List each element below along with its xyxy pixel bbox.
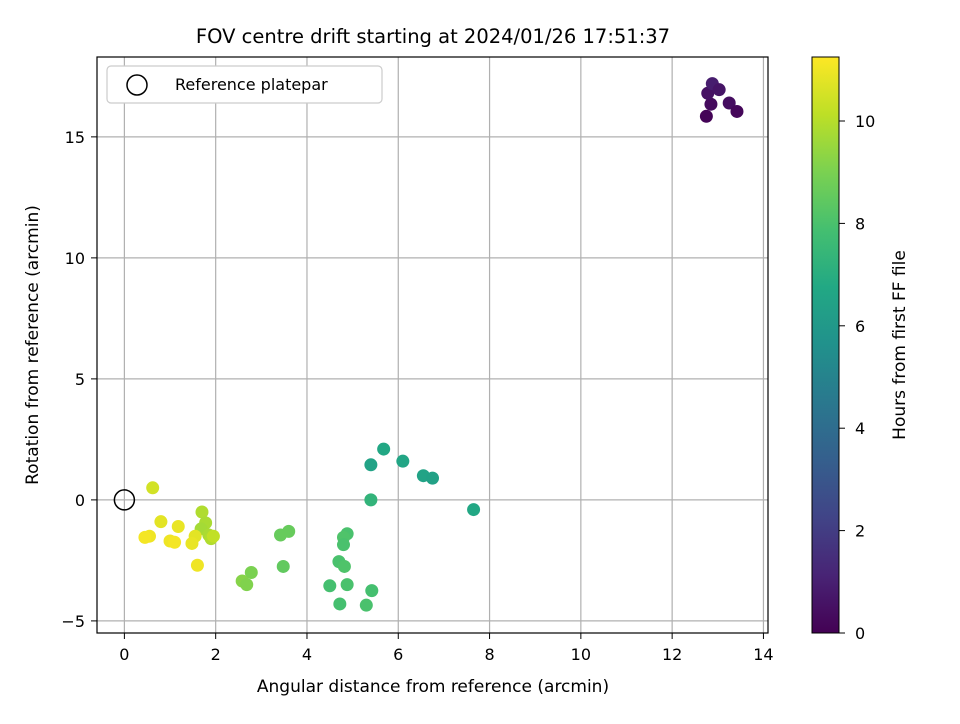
colorbar-tick-label: 6	[855, 317, 865, 336]
scatter-point	[146, 481, 160, 495]
scatter-point	[359, 598, 373, 612]
reference-platepar-marker	[113, 489, 136, 511]
scatter-point	[722, 96, 736, 110]
scatter-point	[701, 86, 715, 100]
grid	[97, 57, 768, 633]
colorbar-tick-label: 10	[855, 112, 875, 131]
x-tick-label: 0	[119, 645, 129, 664]
scatter-point	[138, 530, 152, 544]
scatter-point	[365, 584, 379, 598]
plot-frame	[96, 56, 769, 634]
x-tick-label: 8	[484, 645, 494, 664]
colorbar-tick-label: 2	[855, 522, 865, 541]
scatter-point	[154, 515, 168, 529]
scatter-point	[377, 442, 391, 456]
scatter-points	[138, 77, 744, 612]
y-axis-label: Rotation from reference (arcmin)	[23, 205, 43, 485]
x-tick-label: 14	[753, 645, 773, 664]
x-tick-label: 6	[393, 645, 403, 664]
x-axis-ticks: 0 2 4 6 8 10 12 14	[119, 633, 774, 664]
y-tick-label: 10	[65, 249, 85, 268]
x-tick-label: 4	[302, 645, 312, 664]
scatter-point	[206, 529, 220, 543]
colorbar-label: Hours from first FF file	[890, 250, 910, 440]
x-tick-label: 12	[662, 645, 682, 664]
scatter-point	[333, 597, 347, 611]
colorbar-gradient	[811, 56, 840, 634]
scatter-point	[195, 505, 209, 519]
scatter-point	[426, 471, 439, 485]
scatter-point	[190, 558, 204, 572]
scatter-point	[168, 535, 182, 549]
scatter-point	[340, 578, 354, 592]
legend-label: Reference platepar	[175, 75, 328, 94]
scatter-point	[467, 503, 481, 517]
scatter-point	[730, 104, 744, 118]
scatter-point	[282, 524, 296, 538]
chart-title: FOV centre drift starting at 2024/01/26 …	[196, 25, 670, 48]
scatter-point	[244, 565, 258, 579]
colorbar: 0 2 4 6 8 10 Hours from first FF file	[811, 56, 910, 643]
scatter-point	[712, 83, 726, 97]
scatter-point	[336, 538, 350, 552]
legend: Reference platepar	[106, 65, 383, 104]
x-tick-label: 10	[571, 645, 591, 664]
scatter-point	[276, 559, 290, 573]
plot-area: 0 2 4 6 8 10 12 14 −5 0 5 10 15	[61, 56, 774, 664]
colorbar-tick-label: 8	[855, 214, 865, 233]
scatter-point	[396, 454, 410, 468]
x-tick-label: 2	[211, 645, 221, 664]
y-tick-label: 15	[65, 128, 85, 147]
y-tick-label: −5	[61, 612, 85, 631]
scatter-point	[699, 109, 713, 123]
colorbar-tick-label: 0	[855, 624, 865, 643]
scatter-point	[171, 520, 185, 534]
scatter-point	[364, 458, 378, 472]
scatter-point	[323, 579, 337, 593]
y-tick-label: 5	[75, 370, 85, 389]
y-tick-label: 0	[75, 491, 85, 510]
colorbar-tick-label: 4	[855, 419, 865, 438]
legend-marker	[126, 74, 148, 96]
y-axis-ticks: −5 0 5 10 15	[61, 128, 97, 631]
colorbar-ticks: 0 2 4 6 8 10	[839, 112, 875, 643]
scatter-point	[240, 578, 254, 592]
scatter-point	[337, 559, 351, 573]
x-axis-label: Angular distance from reference (arcmin)	[257, 677, 609, 697]
scatter-point	[364, 493, 378, 507]
scatter-point	[185, 536, 199, 550]
scatter-point	[704, 97, 718, 111]
